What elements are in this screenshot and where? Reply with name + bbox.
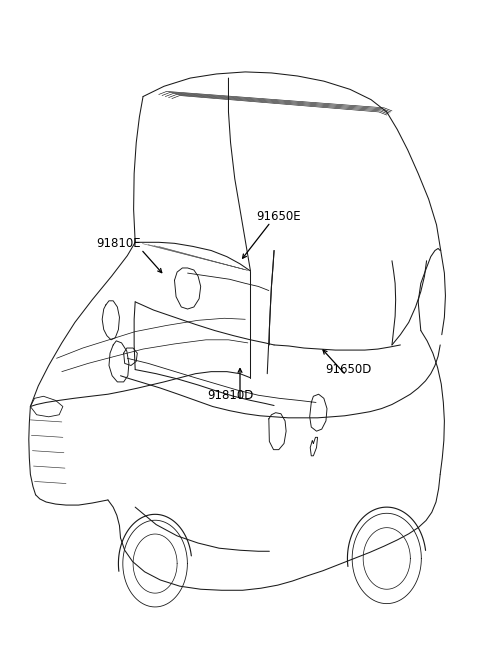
Text: 91650E: 91650E (256, 210, 301, 223)
Text: 91810D: 91810D (207, 389, 253, 402)
Text: 91810E: 91810E (96, 237, 141, 250)
Text: 91650D: 91650D (325, 363, 371, 376)
